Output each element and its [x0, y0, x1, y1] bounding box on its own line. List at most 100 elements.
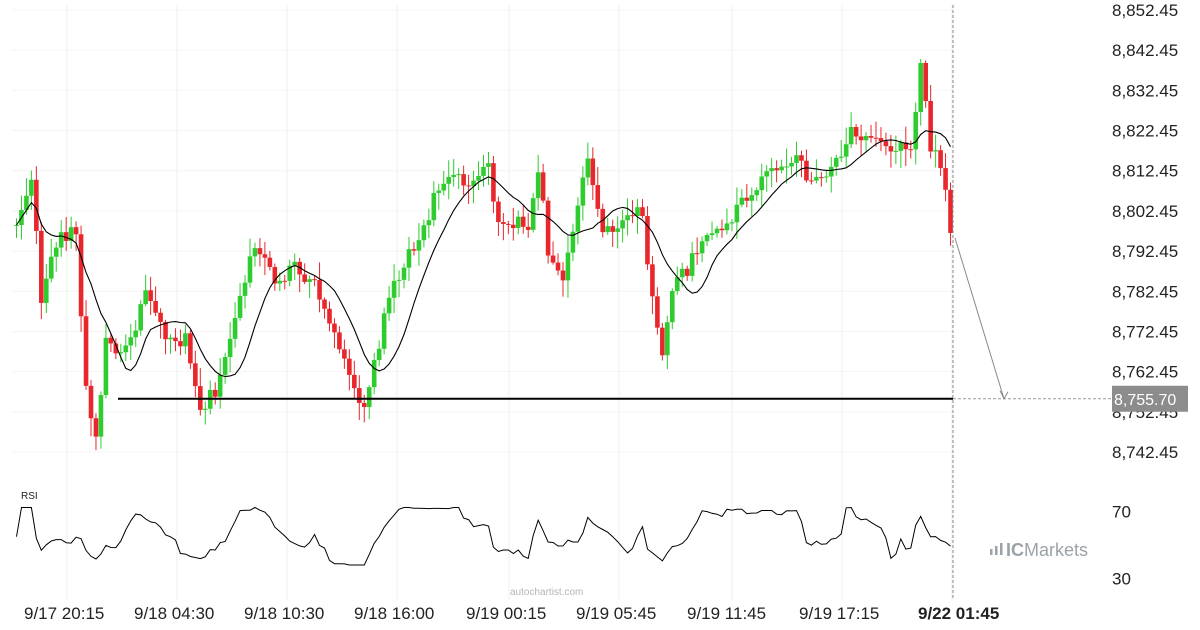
candle-body	[824, 176, 829, 178]
brand-prefix: IC	[1006, 540, 1024, 560]
candle-body	[878, 138, 884, 142]
candle-body	[317, 280, 322, 300]
candle-body	[381, 313, 387, 349]
candle-body	[352, 374, 357, 389]
candle-body	[486, 163, 491, 167]
candle-body	[585, 158, 591, 178]
candle-body	[312, 279, 317, 281]
candle-body	[247, 256, 253, 283]
candle-body	[883, 141, 889, 147]
candle-body	[356, 388, 362, 403]
candle-body	[292, 261, 298, 266]
candle-body	[928, 101, 933, 152]
rsi-line	[16, 506, 951, 566]
candle-body	[88, 385, 94, 419]
target-price-badge	[1112, 385, 1188, 412]
candle-body	[93, 418, 99, 437]
candle-body	[595, 185, 601, 209]
candle-body	[640, 207, 645, 217]
candle-body	[282, 280, 288, 282]
candle-body	[933, 150, 938, 152]
candle-body	[128, 337, 134, 346]
candle-body	[78, 234, 84, 317]
candle-body	[540, 172, 546, 201]
candle-body	[754, 190, 760, 196]
candle-body	[212, 389, 218, 397]
grid	[12, 5, 953, 600]
candle-body	[506, 223, 511, 225]
candle-body	[650, 264, 655, 297]
candle-body	[749, 195, 755, 201]
candle-body	[386, 297, 392, 314]
candle-body	[133, 330, 139, 338]
candle-body	[188, 333, 193, 364]
candle-body	[908, 149, 914, 151]
candle-body	[610, 226, 615, 232]
candle-body	[366, 387, 372, 407]
price-tick-label: 8,802.45	[1112, 202, 1178, 221]
candle-body	[943, 168, 948, 190]
candle-body	[923, 62, 928, 102]
candle-body	[809, 180, 814, 182]
candle-body	[322, 299, 327, 309]
price-tick-label: 8,842.45	[1112, 41, 1178, 60]
candle-body	[575, 205, 581, 232]
candle-body	[893, 150, 899, 152]
candle-body	[237, 295, 243, 318]
candle-body	[545, 200, 551, 256]
candle-body	[217, 374, 223, 397]
candle-body	[863, 135, 869, 141]
candle-body	[898, 142, 904, 151]
time-tick-label: 9/19 00:15	[466, 604, 546, 623]
rsi-level-label: 70	[1112, 503, 1131, 522]
candle-body	[511, 224, 516, 229]
candle-body	[173, 337, 178, 342]
candle-body	[58, 232, 64, 248]
time-tick-label: 9/19 11:45	[687, 604, 766, 623]
candle-body	[843, 144, 849, 157]
candle-body	[714, 228, 720, 234]
candle-body	[113, 343, 119, 354]
candle-body	[496, 201, 501, 222]
candle-body	[565, 252, 571, 281]
candle-body	[769, 168, 774, 172]
candle-body	[227, 338, 233, 358]
candle-body	[396, 279, 402, 281]
candle-body	[789, 162, 794, 167]
candle-body	[620, 220, 625, 229]
candle-body	[848, 126, 854, 145]
candle-body	[635, 207, 640, 217]
candle-body	[888, 146, 894, 152]
candle-body	[34, 179, 39, 231]
candle-body	[709, 233, 715, 235]
candle-body	[515, 216, 521, 229]
price-tick-label: 8,852.45	[1112, 1, 1178, 20]
candle-body	[784, 166, 789, 168]
candle-body	[625, 215, 630, 221]
candle-body	[655, 296, 660, 328]
candle-body	[615, 228, 620, 232]
candle-body	[401, 267, 407, 280]
rsi-axis: 70 30	[1112, 503, 1131, 589]
candle-body	[222, 357, 228, 375]
rsi-label: RSI	[21, 491, 38, 502]
candle-body	[73, 227, 79, 235]
candle-body	[391, 280, 397, 298]
candle-body	[501, 221, 506, 224]
candle-body	[431, 193, 437, 221]
rsi-level-label: 30	[1112, 569, 1131, 588]
candle-body	[232, 317, 238, 339]
price-tick-label: 8,762.45	[1112, 363, 1178, 382]
candle-body	[193, 363, 198, 387]
candle-body	[371, 360, 377, 388]
candle-body	[704, 234, 710, 242]
candle-body	[938, 150, 943, 169]
candle-body	[342, 349, 347, 359]
price-tick-label: 8,812.45	[1112, 162, 1178, 181]
candle-body	[262, 254, 268, 258]
price-tick-label: 8,792.45	[1112, 242, 1178, 261]
candle-body	[764, 171, 769, 177]
price-tick-label: 8,832.45	[1112, 81, 1178, 100]
candle-body	[774, 168, 779, 171]
projection-arrow	[954, 237, 1005, 399]
